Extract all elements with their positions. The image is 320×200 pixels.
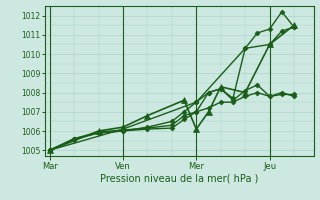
X-axis label: Pression niveau de la mer( hPa ): Pression niveau de la mer( hPa ) <box>100 173 258 183</box>
